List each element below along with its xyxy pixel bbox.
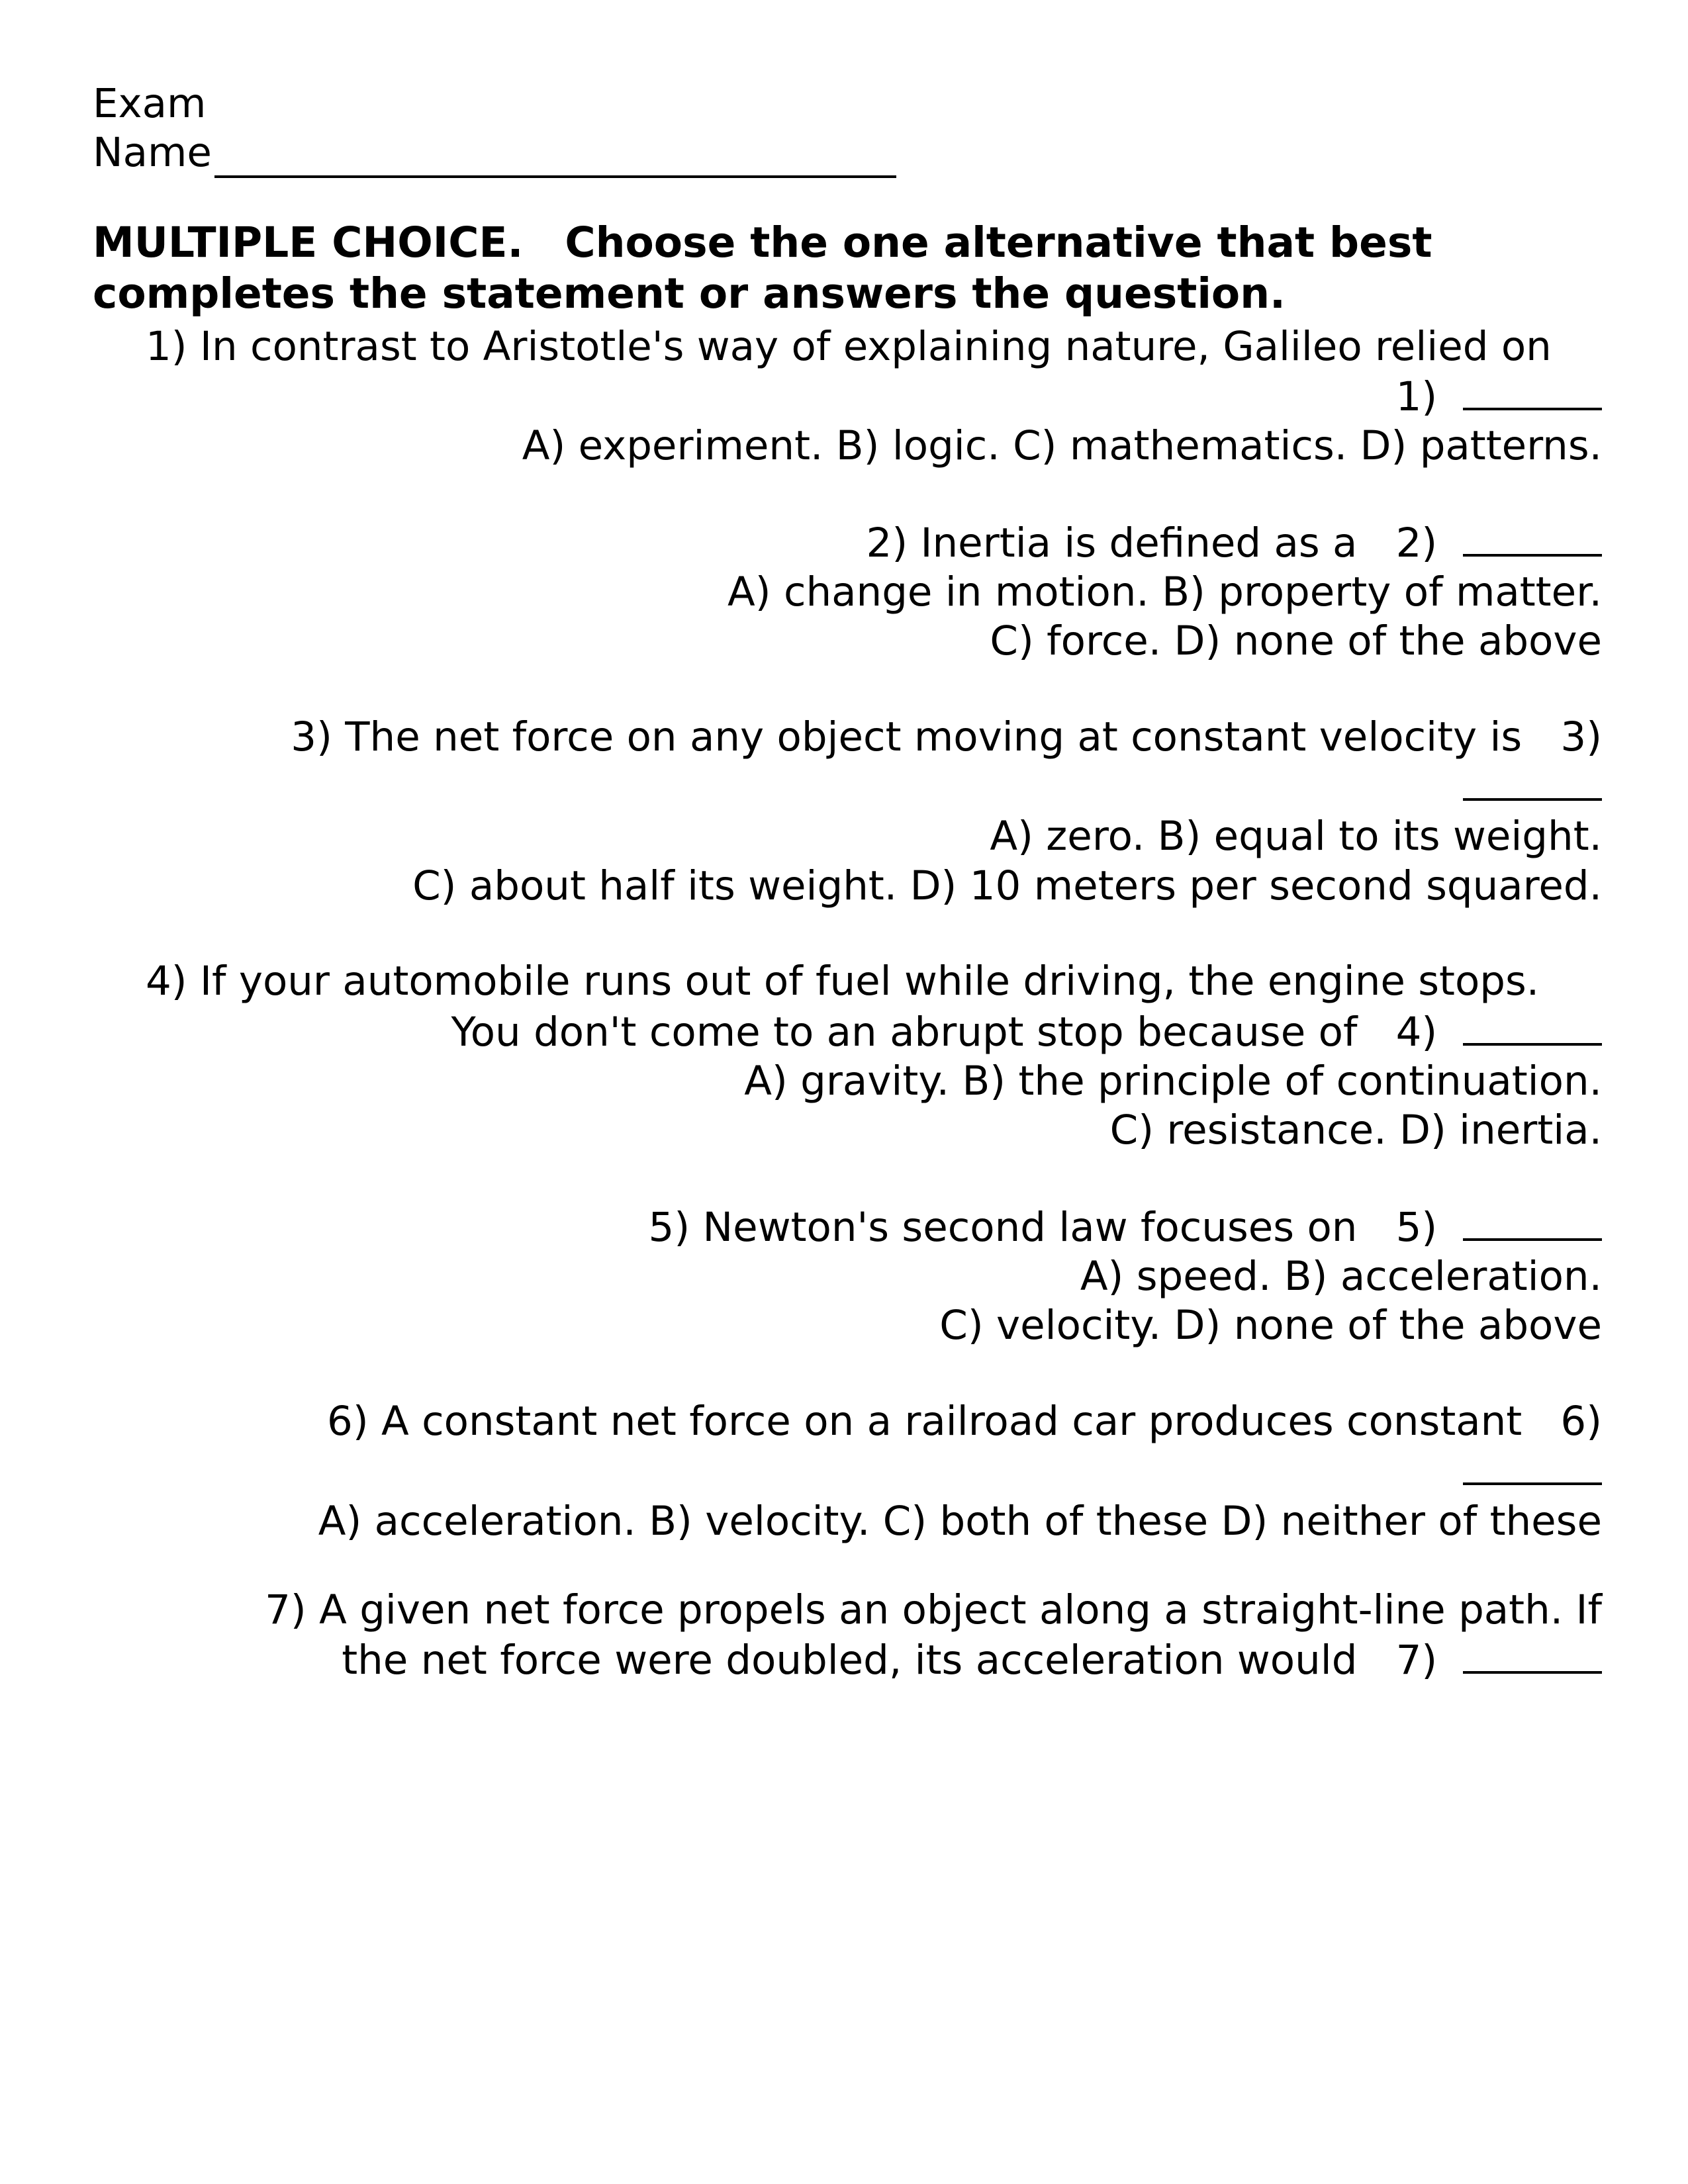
name-label: Name [93, 128, 212, 177]
name-row: Name [93, 128, 1602, 177]
exam-title: Exam [93, 79, 1602, 128]
q3-answer-blank[interactable] [1463, 762, 1602, 801]
question-5: 5) Newton's second law focuses on 5) A) … [146, 1202, 1602, 1351]
question-7: 7) A given net force propels an object a… [146, 1586, 1602, 1686]
exam-page: Exam Name MULTIPLE CHOICE. Choose the on… [0, 0, 1688, 2184]
question-3: 3) The net force on any object moving at… [146, 713, 1602, 911]
exam-header: Exam Name [93, 79, 1602, 178]
q5-stem-text: Newton's second law focuses on [703, 1204, 1358, 1251]
q2-stem-row: 2) Inertia is defined as a 2) [146, 518, 1602, 568]
q7-stem-text1: A given net force propels an object alon… [319, 1586, 1602, 1633]
q1-choices: A) experiment. B) logic. C) mathematics.… [146, 422, 1602, 471]
q3-number: 3) [291, 713, 332, 760]
q7-answer-blank[interactable] [1463, 1635, 1602, 1674]
q2-stem-text: Inertia is defined as a [921, 520, 1358, 567]
q1-answer-blank[interactable] [1463, 371, 1602, 410]
q3-stem-text: The net force on any object moving at co… [345, 713, 1522, 760]
q5-tail-label: 5) [1396, 1204, 1438, 1251]
q2-answer-blank[interactable] [1463, 518, 1602, 557]
q1-stem: 1) In contrast to Aristotle's way of exp… [146, 322, 1602, 371]
q2-choices-line2: C) force. D) none of the above [146, 617, 1602, 666]
q5-choices-line1: A) speed. B) acceleration. [146, 1252, 1602, 1301]
q6-tail-label: 6) [1560, 1398, 1602, 1445]
q4-answer-blank[interactable] [1463, 1007, 1602, 1046]
q3-blank-row [146, 762, 1602, 812]
q4-tail-label: 4) [1396, 1009, 1438, 1056]
q5-answer-blank[interactable] [1463, 1202, 1602, 1241]
question-1: 1) In contrast to Aristotle's way of exp… [146, 322, 1602, 471]
q7-tail-label: 7) [1396, 1637, 1438, 1684]
q4-stem-row1: 4) If your automobile runs out of fuel w… [146, 957, 1602, 1006]
q2-choices-line1: A) change in motion. B) property of matt… [146, 568, 1602, 617]
instructions-heading: MULTIPLE CHOICE. Choose the one alternat… [93, 218, 1602, 320]
q1-number: 1) [146, 323, 187, 370]
q7-number: 7) [265, 1586, 306, 1633]
q4-number: 4) [146, 958, 187, 1005]
q4-stem-row2: You don't come to an abrupt stop because… [146, 1007, 1602, 1057]
q2-number: 2) [867, 520, 908, 567]
q1-stem-text: In contrast to Aristotle's way of explai… [200, 323, 1552, 370]
question-6: 6) A constant net force on a railroad ca… [146, 1397, 1602, 1546]
q3-choices-line2: C) about half its weight. D) 10 meters p… [146, 862, 1602, 911]
q4-choices-line2: C) resistance. D) inertia. [146, 1106, 1602, 1155]
q4-choices-line1: A) gravity. B) the principle of continua… [146, 1057, 1602, 1106]
questions-container: 1) In contrast to Aristotle's way of exp… [93, 322, 1602, 1686]
q6-number: 6) [327, 1398, 369, 1445]
q3-choices-line1: A) zero. B) equal to its weight. [146, 812, 1602, 861]
q6-stem-row: 6) A constant net force on a railroad ca… [146, 1397, 1602, 1446]
name-blank-line[interactable] [214, 139, 896, 178]
q7-stem-row1: 7) A given net force propels an object a… [146, 1586, 1602, 1635]
q5-number: 5) [649, 1204, 690, 1251]
question-4: 4) If your automobile runs out of fuel w… [146, 957, 1602, 1156]
q6-answer-blank[interactable] [1463, 1446, 1602, 1485]
q5-choices-line2: C) velocity. D) none of the above [146, 1301, 1602, 1350]
q7-stem-row2: the net force were doubled, its accelera… [146, 1635, 1602, 1685]
q6-blank-row [146, 1446, 1602, 1496]
q1-tail-row: 1) [146, 371, 1602, 422]
q3-stem-row: 3) The net force on any object moving at… [146, 713, 1602, 762]
q3-tail-label: 3) [1560, 713, 1602, 760]
q7-stem-text2: the net force were doubled, its accelera… [342, 1637, 1357, 1684]
q5-stem-row: 5) Newton's second law focuses on 5) [146, 1202, 1602, 1252]
q1-tail-label: 1) [1396, 373, 1438, 420]
q6-choices: A) acceleration. B) velocity. C) both of… [146, 1497, 1602, 1546]
question-2: 2) Inertia is defined as a 2) A) change … [146, 518, 1602, 666]
q2-tail-label: 2) [1396, 520, 1438, 567]
q4-stem-text1: If your automobile runs out of fuel whil… [200, 958, 1539, 1005]
q4-stem-text2: You don't come to an abrupt stop because… [451, 1009, 1358, 1056]
q6-stem-text: A constant net force on a railroad car p… [381, 1398, 1522, 1445]
